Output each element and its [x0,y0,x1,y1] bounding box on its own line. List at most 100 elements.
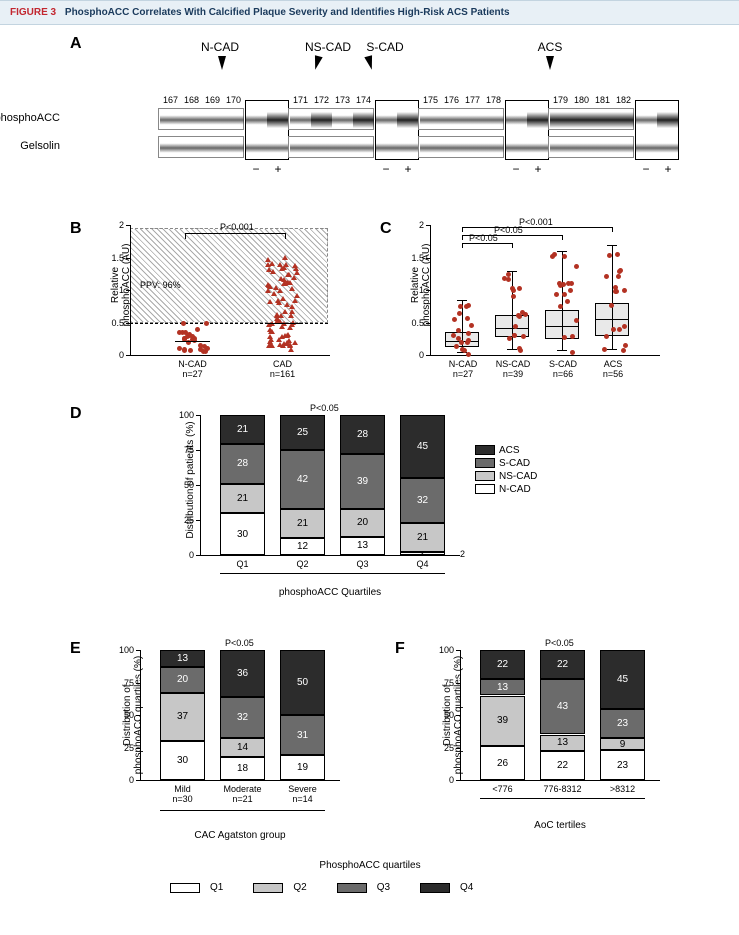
bar-segment: 20 [340,509,385,537]
bar-segment: 32 [220,697,265,739]
scatter-dot [554,292,559,297]
scatter-triangle [282,255,288,260]
scatter-dot [454,344,459,349]
legend-swatch [475,484,495,494]
bar-segment: 21 [220,484,265,513]
blot-band [332,112,353,128]
bar-segment: 13 [540,735,585,752]
scatter-dot [570,350,575,355]
scatter-dot [517,286,522,291]
x-tick-label: Q4 [395,559,450,569]
blot-band [527,111,548,129]
x-tick-label: 776-8312 [535,784,590,794]
scatter-dot [511,294,516,299]
p-value: P<0.05 [225,638,254,648]
legend-label: Q4 [460,882,473,893]
group-label: N-CAD [190,40,250,54]
scatter-dot [562,292,567,297]
scatter-dot [195,327,200,332]
p-value: P<0.05 [545,638,574,648]
blot-band [420,140,441,156]
bar-segment: 32 [400,478,445,523]
scatter-triangle [289,286,295,291]
scatter-dot [613,289,618,294]
minus-sign: − [505,162,527,176]
scatter-dot [570,334,575,339]
figure-content: A N-CAD NS-CAD S-CAD ACS 167168169170 17… [0,25,739,935]
bar-segment: 42 [280,450,325,509]
bar-segment: 45 [600,650,645,709]
scatter-dot [469,323,474,328]
bar-segment: 36 [220,650,265,697]
blot-band [636,112,657,128]
scatter-dot [465,316,470,321]
scatter-dot [456,336,461,341]
scatter-dot [512,333,517,338]
scatter-triangle [269,329,275,334]
figure-number: FIGURE 3 [10,7,56,18]
x-tick-label: S-CADn=66 [539,359,587,379]
scatter-triangle [278,313,284,318]
x-axis-title: AoC tertiles [480,820,640,831]
p-value: P<0.05 [310,403,339,413]
bottom-legend: Q1Q2Q3Q4 [170,880,473,895]
x-tick-label: ACSn=56 [589,359,637,379]
x-tick-label: <776 [475,784,530,794]
legend-item: ACS [475,445,537,456]
scatter-dot [568,288,573,293]
scatter-triangle [276,300,282,305]
x-tick-label: >8312 [595,784,650,794]
blot-band [550,140,571,156]
scatter-dot [622,288,627,293]
x-tick-label: Q2 [275,559,330,569]
x-tick-label: Moderaten=21 [215,784,270,804]
scatter-dot [181,321,186,326]
x-tick-label: Q1 [215,559,270,569]
scatter-triangle [284,333,290,338]
blot-band [181,112,202,128]
scatter-triangle [266,343,272,348]
bar-segment: 43 [540,679,585,735]
bar-segment: 18 [220,757,265,780]
blot-band [483,140,504,156]
x-axis-title: phosphoACC Quartiles [230,587,430,598]
blot-band [353,140,374,156]
scatter-dot [617,269,622,274]
bar-segment: 2 [400,552,445,555]
group-label: ACS [530,40,570,54]
legend-item: Q1 [170,882,223,893]
blot-band [223,140,244,156]
p-value: P<0.001 [519,217,553,227]
bar-segment: 39 [340,454,385,509]
scatter-dot [202,344,207,349]
bar-segment: 22 [540,650,585,679]
blot-band [376,140,397,156]
scatter-triangle [294,270,300,275]
row-label: Gelsolin [0,140,60,152]
scatter-dot [465,340,470,345]
bar-segment: 39 [480,696,525,747]
blot-band [420,112,441,128]
bar-segment: 13 [480,679,525,696]
scatter-triangle [277,342,283,347]
arrow-icon [364,55,375,71]
panel-e-label: E [70,640,81,658]
panel-b: RelativephosphoACC (AU) PPV: 96% P<0.001… [130,225,330,375]
minus-sign: − [635,162,657,176]
panel-b-label: B [70,220,82,238]
bar-segment: 30 [220,513,265,555]
scatter-triangle [288,313,294,318]
blot-band [353,111,374,129]
scatter-triangle [268,337,274,342]
bar-segment: 25 [280,415,325,450]
legend-label: Q2 [293,882,306,893]
bar-segment: 28 [340,415,385,454]
legend-swatch [253,883,283,893]
lane-numbers-3: 175176177178 [420,95,504,105]
panel-f-label: F [395,640,405,658]
blot-band [592,111,613,129]
blot-band [246,140,267,156]
blot-band [571,140,592,156]
scatter-triangle [270,269,276,274]
blot-band [592,140,613,156]
